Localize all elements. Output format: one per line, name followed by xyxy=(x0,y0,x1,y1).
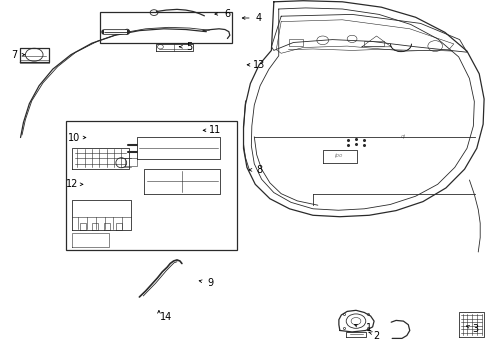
Text: ipo: ipo xyxy=(334,153,343,158)
Text: 12: 12 xyxy=(65,179,78,189)
Text: 5: 5 xyxy=(186,42,192,52)
Text: 9: 9 xyxy=(207,278,213,288)
Text: 3: 3 xyxy=(471,324,477,334)
Text: 10: 10 xyxy=(68,132,81,143)
Text: 8: 8 xyxy=(256,165,262,175)
Text: 7: 7 xyxy=(12,50,18,60)
Text: qi: qi xyxy=(400,134,405,139)
Text: 11: 11 xyxy=(208,125,221,135)
Bar xyxy=(289,39,303,46)
Text: 13: 13 xyxy=(252,60,265,70)
Bar xyxy=(66,121,237,250)
Text: 6: 6 xyxy=(224,9,230,19)
Text: 2: 2 xyxy=(373,330,379,341)
Text: 4: 4 xyxy=(255,13,261,23)
Bar xyxy=(100,12,232,43)
Bar xyxy=(364,41,383,46)
Text: 14: 14 xyxy=(160,312,172,322)
Text: 1: 1 xyxy=(366,323,371,333)
